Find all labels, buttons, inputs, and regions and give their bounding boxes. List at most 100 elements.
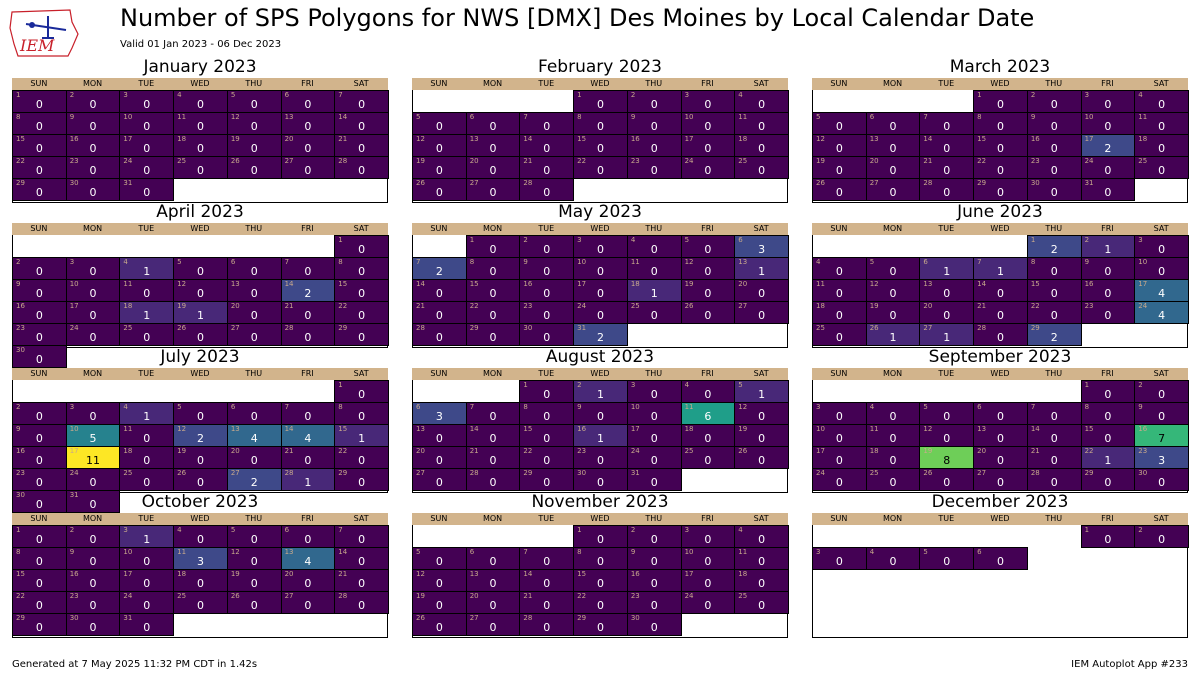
- day-value: 0: [996, 186, 1004, 199]
- day-value: 0: [704, 533, 712, 546]
- day-number: 30: [16, 491, 25, 499]
- day-cell: 29 2: [1026, 323, 1082, 346]
- day-number: 9: [630, 113, 636, 121]
- day-cell: 21 0: [280, 301, 336, 324]
- day-cell: 29 0: [334, 323, 389, 346]
- day-value: 0: [435, 309, 443, 322]
- day-cell: 27 0: [280, 156, 336, 179]
- day-number: 28: [284, 324, 294, 332]
- day-cell: 11 0: [1134, 112, 1189, 135]
- month-title: March 2023: [949, 57, 1051, 77]
- weekday-label: WED: [990, 79, 1010, 88]
- day-value: 0: [196, 120, 204, 133]
- day-cell: 23 0: [65, 156, 121, 179]
- day-cell: 10 0: [119, 112, 175, 135]
- day-value: 0: [835, 265, 843, 278]
- day-number: 29: [16, 614, 25, 622]
- day-number: 27: [738, 302, 748, 310]
- day-cell: 14 0: [519, 569, 575, 592]
- weekday-header: [812, 78, 1188, 90]
- day-number: 19: [923, 447, 933, 455]
- day-value: 0: [35, 164, 43, 177]
- day-cell: 17 2: [1080, 134, 1136, 157]
- day-number: 10: [684, 548, 694, 556]
- day-cell: 27 2: [226, 468, 282, 491]
- day-number: 7: [523, 548, 528, 556]
- day-cell: 15 0: [465, 279, 521, 302]
- day-number: 19: [869, 302, 879, 310]
- day-number: 5: [923, 403, 928, 411]
- day-value: 0: [358, 142, 366, 155]
- day-value: 0: [596, 454, 604, 467]
- weekday-label: SAT: [353, 369, 369, 378]
- day-cell: 15 0: [573, 569, 628, 592]
- day-cell: 15 1: [334, 424, 389, 447]
- day-cell: 28 0: [334, 591, 389, 614]
- day-number: 23: [1030, 157, 1040, 165]
- day-value: 0: [250, 454, 258, 467]
- day-number: 2: [1138, 381, 1143, 389]
- weekday-label: MON: [882, 369, 903, 378]
- day-value: 0: [435, 555, 443, 568]
- day-number: 14: [977, 280, 987, 288]
- day-number: 11: [738, 548, 748, 556]
- day-number: 19: [230, 570, 240, 578]
- day-number: 1: [523, 381, 528, 389]
- day-value: 0: [1050, 142, 1058, 155]
- day-cell: 19 0: [680, 279, 736, 302]
- day-number: 16: [16, 302, 25, 310]
- day-value: 0: [304, 454, 312, 467]
- weekday-label: SUN: [830, 369, 848, 378]
- month-2: February 2023 SUN MON TUE WED THU FRI SAT 1 0 2 0 3 0…: [412, 57, 789, 203]
- day-value: 0: [89, 120, 97, 133]
- day-cell: 30 0: [573, 468, 628, 491]
- day-cell: 22 0: [465, 301, 521, 324]
- day-number: 20: [469, 592, 479, 600]
- day-cell: 14 0: [334, 547, 389, 570]
- day-cell: 20 0: [280, 134, 336, 157]
- day-value: 0: [89, 476, 97, 489]
- day-value: 0: [35, 454, 43, 467]
- day-number: 21: [469, 447, 479, 455]
- day-number: 31: [630, 469, 640, 477]
- day-number: 5: [177, 403, 182, 411]
- day-cell: 10 0: [812, 424, 867, 447]
- day-number: 4: [684, 381, 690, 389]
- day-value: 0: [1050, 98, 1058, 111]
- weekday-header: [412, 223, 788, 235]
- day-cell: 28 0: [973, 323, 1028, 346]
- day-cell: 21 0: [519, 591, 575, 614]
- day-number: 21: [416, 302, 425, 310]
- day-number: 18: [869, 447, 879, 455]
- day-value: 0: [35, 577, 43, 590]
- day-number: 24: [123, 592, 133, 600]
- day-value: 0: [996, 454, 1004, 467]
- day-value: 0: [543, 120, 551, 133]
- day-number: 27: [469, 614, 479, 622]
- day-cell: 12 0: [173, 279, 228, 302]
- day-number: 20: [869, 157, 879, 165]
- day-cell: 10 0: [1080, 112, 1136, 135]
- day-cell: 23 0: [1026, 156, 1082, 179]
- day-number: 1: [16, 526, 21, 534]
- day-cell: 18 0: [865, 446, 921, 469]
- day-number: 27: [284, 157, 294, 165]
- day-value: 0: [543, 287, 551, 300]
- day-number: 25: [738, 157, 748, 165]
- weekday-header: [412, 513, 788, 525]
- day-number: 21: [977, 302, 987, 310]
- day-value: 0: [596, 98, 604, 111]
